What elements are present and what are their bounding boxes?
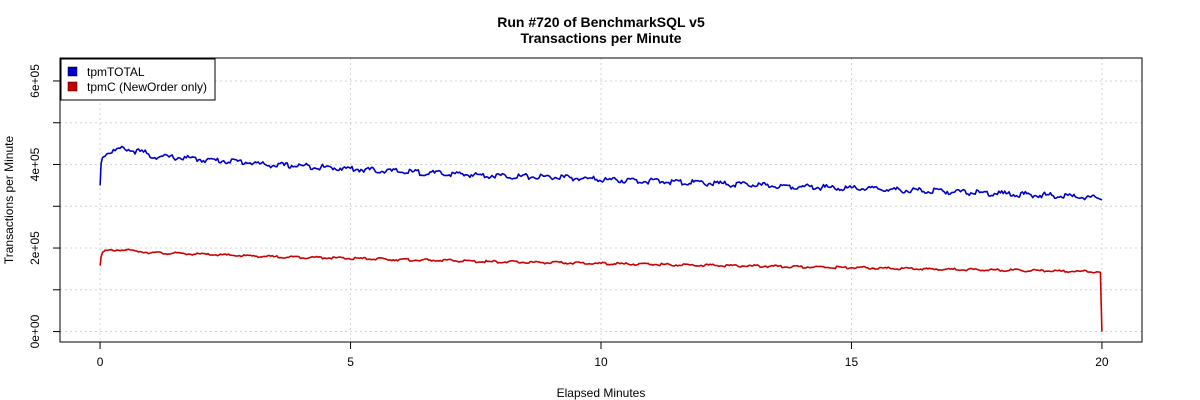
y-tick-label: 4e+05 [28,147,42,181]
series-layer [99,145,1103,332]
legend: tpmTOTAL tpmC (NewOrder only) [60,58,216,101]
grid-lines [60,58,1142,342]
x-tick-label: 10 [594,355,608,369]
legend-swatch-tpmc [67,81,78,92]
y-axis-label: Transactions per Minute [2,136,16,265]
legend-entry-tpmtotal: tpmTOTAL [87,65,145,79]
legend-swatch-tpmtotal [67,66,78,77]
y-axis: 0e+00 2e+05 4e+05 6e+05 [28,64,60,348]
x-axis-label: Elapsed Minutes [557,386,646,400]
y-tick-label: 2e+05 [28,231,42,265]
x-tick-label: 0 [97,355,104,369]
legend-box [60,58,216,101]
series-line-tpmc [99,248,1103,332]
chart-subtitle: Transactions per Minute [520,30,681,46]
x-axis: 0 5 10 15 20 [97,342,1109,369]
x-tick-label: 20 [1095,355,1109,369]
x-tick-label: 15 [845,355,859,369]
y-tick-label: 6e+05 [28,64,42,98]
chart-title: Run #720 of BenchmarkSQL v5 [497,14,705,30]
y-tick-label: 0e+00 [28,314,42,348]
legend-entry-tpmc: tpmC (NewOrder only) [87,80,207,94]
series-line-tpmtotal [99,145,1103,201]
x-tick-label: 5 [347,355,354,369]
